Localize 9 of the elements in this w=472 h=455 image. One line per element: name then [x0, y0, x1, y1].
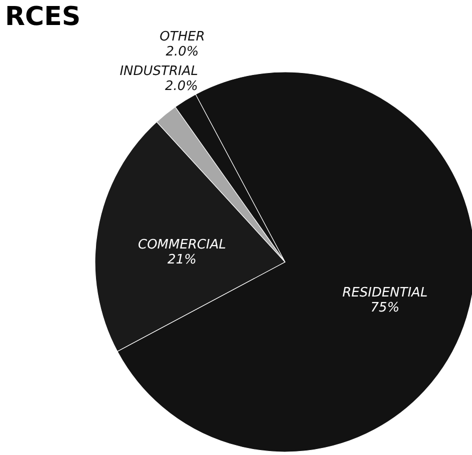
data-label: 2.0% — [166, 44, 199, 60]
slice-label: COMMERCIAL — [138, 237, 226, 252]
chart-title: RCES — [5, 2, 81, 32]
slice-label: RESIDENTIAL — [342, 285, 428, 300]
data-label: 2.0% — [164, 78, 198, 94]
data-label: 21% — [168, 252, 196, 268]
slice-label: INDUSTRIAL — [120, 64, 198, 79]
slice-label: OTHER — [160, 29, 205, 44]
data-label: 75% — [370, 300, 400, 316]
